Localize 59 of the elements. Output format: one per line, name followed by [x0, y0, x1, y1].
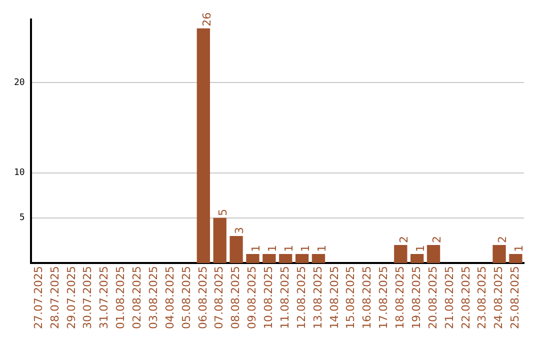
x-tick-label: 23.08.2025 [476, 266, 489, 330]
x-tick-label: 05.08.2025 [180, 266, 193, 330]
x-tick-label: 11.08.2025 [278, 266, 292, 330]
bar [279, 254, 292, 264]
x-tick-label: 19.08.2025 [410, 266, 423, 330]
data-label: 26 [200, 12, 214, 26]
bar [246, 254, 260, 264]
x-tick-label: 01.08.2025 [114, 266, 128, 330]
data-label: 2 [398, 236, 411, 243]
bar [196, 28, 210, 264]
data-label: 1 [282, 244, 296, 252]
x-tick-label: 27.07.2025 [32, 266, 45, 330]
x-tick-label: 04.08.2025 [163, 266, 176, 330]
bar [509, 254, 522, 264]
x-tick-label: 28.07.2025 [48, 266, 62, 330]
x-tick-label: 18.08.2025 [394, 266, 407, 330]
x-tick-label: 21.08.2025 [442, 266, 456, 330]
x-tick-label: 10.08.2025 [262, 266, 276, 330]
bar [295, 254, 309, 264]
x-tick-label: 08.08.2025 [229, 266, 242, 330]
data-label: 2 [496, 236, 510, 243]
x-tick-label: 29.07.2025 [64, 266, 78, 330]
x-tick-label: 25.08.2025 [508, 266, 522, 330]
x-tick-label: 16.08.2025 [360, 266, 374, 330]
x-tick-label: 20.08.2025 [426, 266, 440, 330]
bar [492, 244, 506, 264]
x-tick-label: 24.08.2025 [492, 266, 506, 330]
data-label: 1 [315, 244, 328, 252]
x-tick-label: 03.08.2025 [146, 266, 160, 330]
x-tick-label: 14.08.2025 [328, 266, 341, 330]
data-label: 1 [266, 244, 280, 252]
x-tick-label: 06.08.2025 [196, 266, 210, 330]
y-tick-label: 5 [19, 213, 25, 224]
x-tick-label: 07.08.2025 [212, 266, 226, 330]
bar [394, 244, 408, 264]
x-tick-label: 30.07.2025 [81, 266, 94, 330]
y-tick-label: 10 [14, 168, 25, 178]
x-tick-label: 15.08.2025 [344, 266, 358, 330]
x-tick-label: 09.08.2025 [246, 266, 259, 330]
data-label: 2 [430, 236, 444, 243]
bar [426, 244, 440, 264]
data-label: 1 [250, 244, 263, 252]
x-tick-label: 31.07.2025 [98, 266, 111, 330]
bar [213, 218, 226, 264]
x-tick-label: 13.08.2025 [311, 266, 324, 330]
bar [262, 254, 276, 264]
data-label: 3 [233, 226, 246, 234]
data-label: 1 [512, 244, 526, 252]
data-label: 5 [216, 208, 230, 216]
bar [230, 236, 243, 264]
x-tick-label: 17.08.2025 [377, 266, 390, 330]
y-tick-label: 20 [14, 78, 25, 88]
bar [312, 254, 326, 264]
x-tick-label: 12.08.2025 [294, 266, 308, 330]
x-tick-label: 22.08.2025 [459, 266, 472, 330]
bar [410, 254, 424, 264]
x-tick-label: 02.08.2025 [130, 266, 144, 330]
data-label: 1 [298, 244, 312, 252]
data-label: 1 [414, 244, 427, 252]
